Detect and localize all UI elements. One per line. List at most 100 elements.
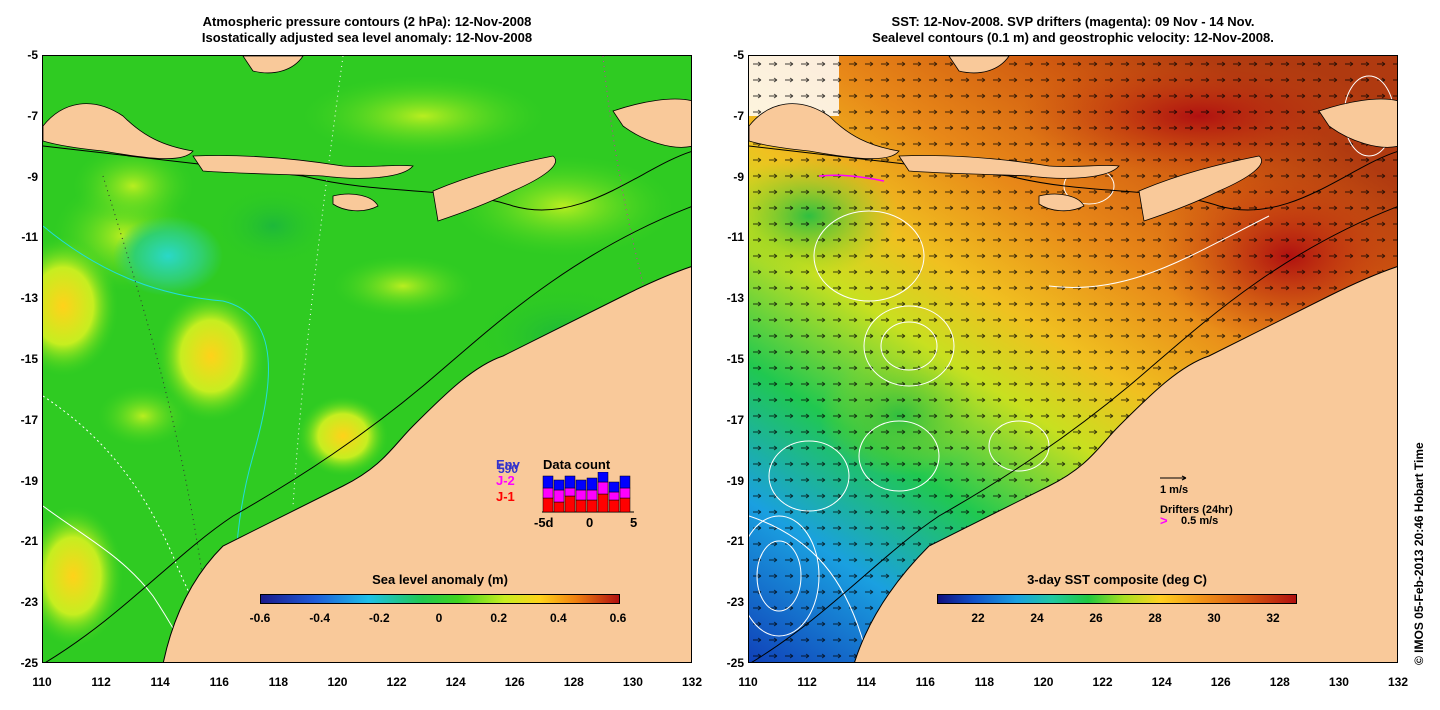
data-count-bar-segment (553, 479, 565, 491)
data-count-bar-segment (575, 489, 587, 501)
left-colorbar-tick-label: 0.4 (549, 611, 567, 625)
data-count-bar-segment (619, 475, 631, 489)
left-x-tick-label: 110 (32, 675, 52, 689)
left-colorbar-tick-label: -0.6 (249, 611, 271, 625)
right-title: SST: 12-Nov-2008. SVP drifters (magenta)… (748, 14, 1398, 46)
left-x-tick-label: 128 (563, 675, 584, 689)
data-count-bar-segment (553, 489, 565, 503)
series-label-j2: J-2 (496, 473, 515, 488)
right-colorbar (937, 594, 1297, 604)
data-count-bars (542, 472, 634, 513)
left-colorbar-tick-label: -0.2 (368, 611, 390, 625)
data-count-bar-segment (619, 497, 631, 513)
drifter-symbol-icon: > (1160, 513, 1168, 528)
left-x-tick-label: 118 (268, 675, 289, 689)
left-x-tick-label: 112 (91, 675, 111, 689)
left-x-tick-label: 130 (622, 675, 643, 689)
right-colorbar-tick-label: 30 (1207, 611, 1221, 625)
left-y-tick-label: -11 (21, 230, 38, 245)
right-y-tick-label: -23 (726, 595, 744, 610)
right-title-line2: Sealevel contours (0.1 m) and geostrophi… (872, 30, 1274, 45)
right-x-tick-label: 126 (1210, 675, 1231, 689)
data-count-bar-segment (542, 487, 554, 499)
left-colorbar-tick-label: 0.6 (609, 611, 627, 625)
right-x-tick-label: 124 (1151, 675, 1172, 689)
data-count-bar-segment (575, 499, 587, 513)
data-count-bar-segment (608, 499, 620, 513)
left-x-tick-label: 116 (209, 675, 229, 689)
velocity-scale-label: 1 m/s (1160, 484, 1189, 496)
data-count-x-tick-0: -5d (534, 515, 554, 530)
series-label-j1: J-1 (496, 489, 515, 504)
right-y-tick-label: -25 (726, 656, 744, 670)
data-count-bar-segment (619, 487, 631, 499)
right-colorbar-tick-label: 32 (1266, 611, 1280, 625)
left-y-tick-label: -21 (20, 534, 38, 549)
right-y-tick-label: -21 (726, 534, 744, 549)
right-x-tick-label: 130 (1328, 675, 1349, 689)
data-count-bar-segment (597, 472, 609, 483)
drifters-label: Drifters (24hr) (1160, 504, 1233, 516)
data-count-title: Data count (543, 457, 611, 472)
left-y-tick-label: -5 (27, 48, 38, 62)
series-overlay-label: 590 (498, 462, 519, 476)
series-label-env: Env (496, 457, 520, 472)
data-count-bar-segment (542, 497, 554, 513)
data-count-bar-segment (542, 475, 554, 489)
left-y-tick-label: -15 (20, 352, 38, 366)
left-title-line1: Atmospheric pressure contours (2 hPa): 1… (202, 14, 532, 29)
left-x-tick-label: 126 (504, 675, 525, 689)
right-y-tick-label: -11 (727, 230, 744, 245)
left-colorbar (260, 594, 620, 604)
data-count-bar-segment (564, 487, 576, 497)
left-x-tick-label: 132 (681, 675, 703, 689)
data-count-bar-segment (597, 481, 609, 495)
data-count-bar-segment (586, 499, 598, 513)
left-title-line2: Isostatically adjusted sea level anomaly… (201, 30, 533, 45)
data-count-bar-segment (608, 491, 620, 501)
right-y-tick-label: -5 (733, 48, 744, 62)
left-y-tick-label: -19 (20, 473, 38, 488)
data-count-bar-segment (564, 495, 576, 513)
data-count-x-tick-1: 0 (586, 515, 594, 530)
left-x-tick-label: 124 (445, 675, 466, 689)
data-count-x-tick-2: 5 (630, 515, 638, 530)
data-count-bar-segment (586, 477, 598, 491)
data-count-bar-segment (586, 489, 598, 501)
left-x-tick-label: 122 (386, 675, 407, 689)
right-x-tick-label: 128 (1269, 675, 1290, 689)
right-y-tick-label: -7 (733, 108, 744, 123)
left-y-tick-label: -25 (20, 656, 38, 670)
credit-text: © IMOS 05-Feb-2013 20:46 Hobart Time (1412, 442, 1426, 665)
left-title: Atmospheric pressure contours (2 hPa): 1… (42, 14, 692, 46)
right-x-tick-label: 118 (974, 675, 995, 689)
right-colorbar-tick-label: 26 (1089, 611, 1103, 625)
right-colorbar-tick-label: 22 (971, 611, 985, 625)
right-y-tick-label: -13 (726, 291, 744, 306)
right-title-line1: SST: 12-Nov-2008. SVP drifters (magenta)… (891, 14, 1255, 29)
data-count-bar-segment (575, 479, 587, 491)
right-x-tick-label: 110 (738, 675, 758, 689)
left-x-tick-label: 114 (150, 675, 170, 689)
right-x-tick-label: 132 (1387, 675, 1409, 689)
left-y-tick-label: -7 (27, 108, 38, 123)
left-colorbar-tick-label: -0.4 (309, 611, 330, 625)
right-y-tick-label: -9 (733, 169, 744, 184)
data-count-bar-segment (553, 501, 565, 513)
left-y-tick-label: -17 (20, 412, 38, 427)
left-colorbar-tick-label: 0 (435, 611, 443, 625)
right-x-tick-label: 120 (1033, 675, 1054, 689)
data-count-bar-segment (597, 493, 609, 513)
right-colorbar-tick-label: 24 (1030, 611, 1044, 625)
drifter-scale-label: 0.5 m/s (1181, 515, 1219, 527)
left-y-tick-label: -13 (20, 291, 38, 306)
right-x-tick-label: 116 (915, 675, 935, 689)
right-colorbar-tick-label: 28 (1148, 611, 1162, 625)
left-colorbar-tick-label: 0.2 (490, 611, 507, 625)
left-y-tick-label: -9 (27, 169, 38, 184)
data-count-bar-segment (564, 475, 576, 489)
right-colorbar-title: 3-day SST composite (deg C) (1027, 572, 1207, 587)
right-y-tick-label: -19 (726, 473, 744, 488)
left-x-tick-label: 120 (327, 675, 348, 689)
sst-map (748, 55, 1398, 663)
